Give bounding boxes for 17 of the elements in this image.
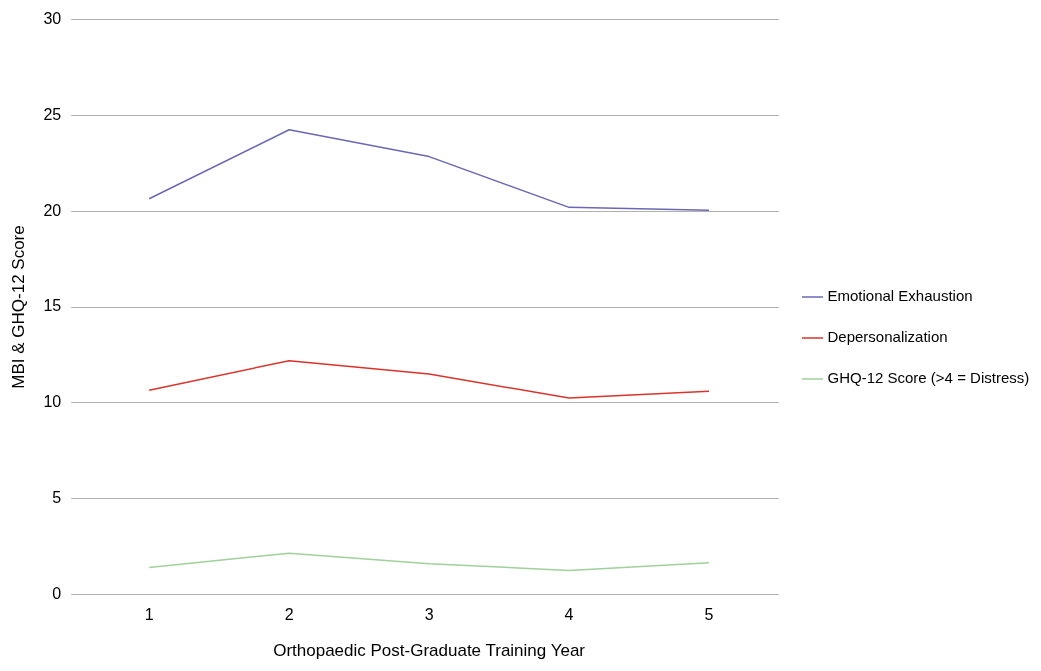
- y-tick-label: 15: [43, 297, 62, 315]
- y-axis-title: MBI & GHQ-12 Score: [8, 225, 28, 389]
- x-axis-title: Orthopaedic Post-Graduate Training Year: [273, 641, 586, 661]
- x-tick-label: 5: [704, 606, 714, 624]
- legend-label: GHQ-12 Score (>4 = Distress): [827, 369, 1030, 387]
- y-tick-label: 30: [43, 10, 62, 28]
- x-tick-label: 1: [144, 606, 154, 624]
- x-tick-label: 4: [564, 606, 574, 624]
- y-tick-label: 0: [52, 584, 62, 602]
- y-tick-label: 10: [43, 393, 62, 411]
- y-tick-label: 20: [43, 201, 62, 219]
- y-tick-label: 25: [43, 105, 62, 123]
- legend-label: Depersonalization: [827, 328, 948, 346]
- x-tick-label: 3: [424, 606, 434, 624]
- x-tick-label: 2: [284, 606, 294, 624]
- legend-label: Emotional Exhaustion: [827, 287, 973, 305]
- y-tick-label: 5: [52, 489, 62, 507]
